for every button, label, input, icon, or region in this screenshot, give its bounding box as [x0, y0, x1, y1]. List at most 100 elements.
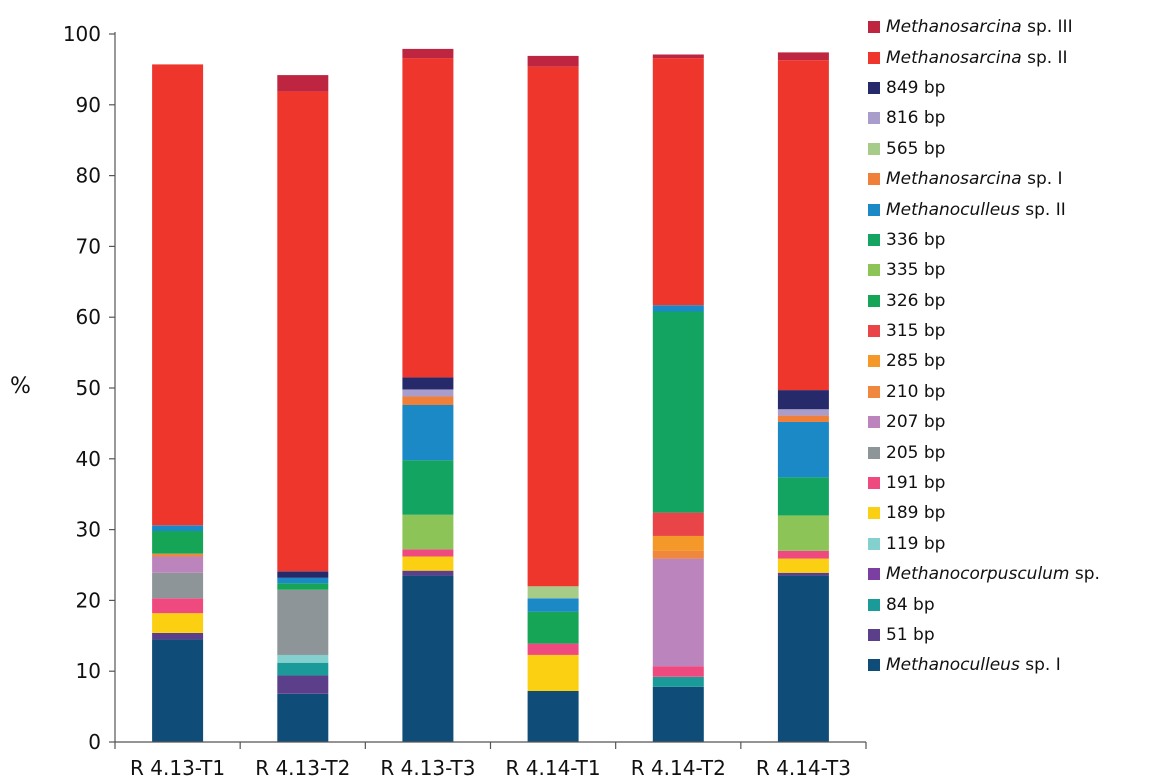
legend-label: 119 bp [886, 533, 946, 554]
bar-segment-2-8 [277, 589, 329, 655]
bar-segment-2-1 [277, 693, 329, 743]
bar-segment-4-7 [527, 643, 579, 655]
legend-label: 326 bp [886, 290, 946, 311]
bar-segment-3-1 [402, 575, 454, 742]
bar-segment-5-22 [652, 54, 704, 59]
legend-swatch [868, 51, 880, 64]
axes-layer: 0 10 20 30 40 50 60 70 80 90 100 R 4.13-T1 R 4.13-T2… [63, 22, 867, 780]
bar-segment-3-2 [402, 570, 454, 576]
bar-segment-5-7 [652, 666, 704, 677]
bar-segment-6-16 [777, 422, 829, 478]
bar-segment-2-2 [277, 675, 329, 694]
legend-item: Methanosarcina sp. III [868, 12, 1153, 42]
legend-item: 565 bp [868, 134, 1153, 164]
y-tick-label: 30 [76, 518, 101, 542]
bar-segment-5-9 [652, 558, 704, 667]
bar-segment-6-7 [777, 550, 829, 559]
bar-segment-5-10 [652, 550, 704, 559]
legend-label: 285 bp [886, 351, 946, 372]
bar-segment-6-2 [777, 572, 829, 576]
legend-item: 84 bp [868, 589, 1153, 619]
bar-segment-1-1 [152, 639, 204, 742]
bar-segment-1-6 [152, 613, 204, 633]
legend-swatch [868, 568, 880, 581]
x-tick-label: R 4.14-T1 [506, 756, 601, 780]
legend-label: 191 bp [886, 473, 946, 494]
bar-segment-3-20 [402, 377, 454, 390]
x-tick-label: R 4.14-T2 [631, 756, 726, 780]
legend-item: Methanosarcina sp. I [868, 164, 1153, 194]
bar-segment-3-22 [402, 48, 454, 59]
bar-segment-5-12 [652, 512, 704, 536]
legend-item: 326 bp [868, 286, 1153, 316]
legend-swatch [868, 233, 880, 246]
bar-segment-2-20 [277, 571, 329, 578]
bar-segment-6-15 [777, 477, 829, 516]
bar-segment-3-17 [402, 396, 454, 405]
legend-label: 210 bp [886, 381, 946, 402]
bar-segment-6-21 [777, 60, 829, 391]
legend-swatch [868, 598, 880, 611]
bar-segment-5-3 [652, 676, 704, 687]
y-axis-label: % [10, 374, 31, 399]
legend-swatch [868, 446, 880, 459]
bar-segment-2-22 [277, 75, 329, 92]
bar-segment-3-16 [402, 405, 454, 461]
legend-label: 207 bp [886, 412, 946, 433]
bar-segment-1-13 [152, 531, 204, 554]
legend-swatch [868, 477, 880, 490]
bar-segment-6-6 [777, 558, 829, 573]
legend-item: 335 bp [868, 255, 1153, 285]
legend-label: Methanoculleus sp. II [886, 199, 1066, 220]
legend-swatch [868, 416, 880, 429]
y-tick-label: 100 [63, 22, 101, 46]
legend-item: 119 bp [868, 529, 1153, 559]
legend-swatch [868, 264, 880, 277]
legend-item: 191 bp [868, 468, 1153, 498]
bar-segment-2-5 [277, 654, 329, 663]
legend-item: 336 bp [868, 225, 1153, 255]
legend-item: Methanoculleus sp. II [868, 194, 1153, 224]
bar-segment-1-2 [152, 633, 204, 640]
bar-segment-4-22 [527, 55, 579, 67]
legend-item: Methanocorpusculum sp. [868, 559, 1153, 589]
legend-label: 849 bp [886, 77, 946, 98]
bar-segment-6-1 [777, 575, 829, 742]
y-tick-label: 0 [88, 730, 101, 754]
legend-item: 315 bp [868, 316, 1153, 346]
bar-segment-3-14 [402, 514, 454, 550]
bar-segment-4-13 [527, 611, 579, 644]
bar-segment-2-16 [277, 577, 329, 584]
legend-label: 565 bp [886, 138, 946, 159]
x-tick-label: R 4.13-T1 [130, 756, 225, 780]
legend-label: 205 bp [886, 442, 946, 463]
y-tick-label: 70 [76, 234, 101, 258]
legend-item: 285 bp [868, 346, 1153, 376]
bar-segment-1-8 [152, 572, 204, 599]
y-tick-label: 60 [76, 305, 101, 329]
bars-layer [152, 48, 829, 743]
bar-segment-3-6 [402, 556, 454, 571]
y-tick-label: 80 [76, 164, 101, 188]
legend-item: 207 bp [868, 407, 1153, 437]
bar-segment-5-11 [652, 536, 704, 551]
legend-label: 51 bp [886, 625, 935, 645]
y-tick-label: 50 [76, 376, 101, 400]
legend-item: Methanoculleus sp. I [868, 650, 1153, 680]
legend-item: 189 bp [868, 498, 1153, 528]
bar-segment-5-15 [652, 311, 704, 513]
legend-swatch [868, 629, 880, 641]
y-tick-label: 10 [76, 659, 101, 683]
legend-swatch [868, 294, 880, 307]
x-tick-label: R 4.13-T2 [255, 756, 350, 780]
bar-segment-6-22 [777, 52, 829, 61]
legend-swatch [868, 142, 880, 155]
legend-label: 84 bp [886, 594, 935, 615]
bar-segment-6-19 [777, 409, 829, 416]
legend-swatch [868, 173, 880, 186]
legend-swatch [868, 385, 880, 398]
bar-segment-4-16 [527, 598, 579, 612]
bar-segment-5-16 [652, 305, 704, 312]
bar-segment-6-14 [777, 515, 829, 551]
